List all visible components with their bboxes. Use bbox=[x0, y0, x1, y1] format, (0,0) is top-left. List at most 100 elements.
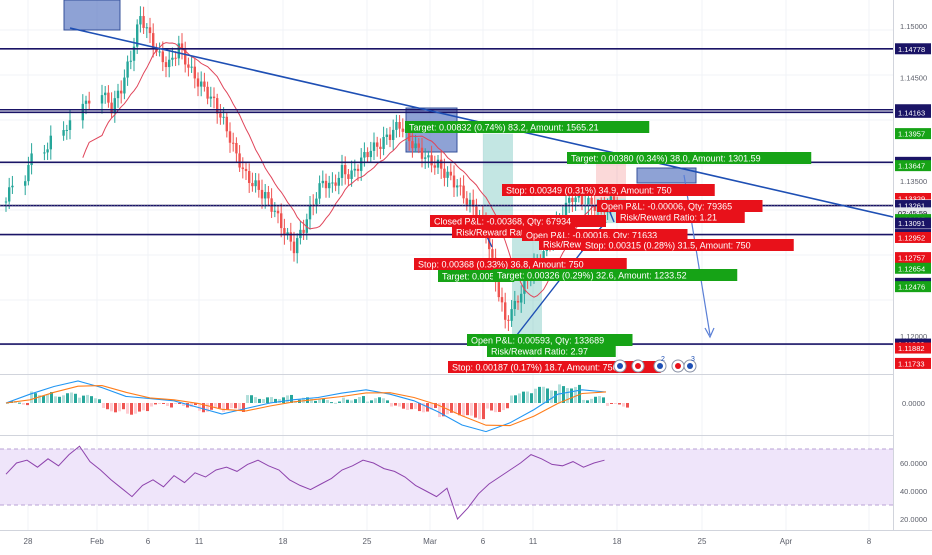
candle-body bbox=[286, 232, 289, 236]
macd-histogram-bar bbox=[446, 403, 449, 415]
macd-histogram-bar bbox=[18, 402, 21, 404]
rsi-band-fill bbox=[0, 449, 893, 505]
candle-body bbox=[411, 141, 414, 149]
macd-histogram-bar bbox=[602, 397, 605, 403]
macd-histogram-bar bbox=[510, 395, 513, 403]
macd-histogram-bar bbox=[542, 386, 545, 403]
candle-body bbox=[129, 60, 132, 62]
macd-histogram-bar bbox=[270, 397, 273, 403]
macd-histogram-bar bbox=[546, 388, 549, 403]
price-tag-bg bbox=[895, 281, 931, 293]
candle-body bbox=[292, 241, 296, 254]
candle-body bbox=[190, 66, 193, 68]
macd-histogram-bar bbox=[618, 403, 621, 405]
macd-histogram-bar bbox=[6, 403, 9, 404]
macd-histogram-bar bbox=[458, 403, 461, 416]
price-tag-bg bbox=[895, 357, 931, 369]
candle-body bbox=[30, 153, 33, 166]
macd-histogram-bar bbox=[406, 403, 409, 410]
macd-histogram-bar bbox=[374, 398, 377, 403]
time-tick-label: Apr bbox=[780, 537, 793, 546]
annotation-label: Closed P&L: -0.00368, Qty: 67934 bbox=[434, 217, 571, 227]
price-level-tag: 1.12952 bbox=[895, 231, 931, 243]
ma-line bbox=[82, 42, 618, 298]
event-badge bbox=[683, 359, 697, 373]
macd-histogram-bar bbox=[470, 403, 473, 416]
annotation-box: Stop: 0.00187 (0.17%) 18.7, Amount: 750 bbox=[448, 361, 661, 373]
macd-histogram-bar bbox=[158, 403, 161, 404]
macd-histogram-bar bbox=[238, 403, 241, 411]
time-axis[interactable]: 28 Feb 6 11 18 25 Mar 6 11 18 25 Apr 8 bbox=[0, 530, 932, 547]
time-tick-label: 6 bbox=[481, 537, 486, 546]
macd-histogram-bar bbox=[334, 402, 337, 404]
annotation-label: Stop: 0.00368 (0.33%) 36.8, Amount: 750 bbox=[418, 260, 584, 270]
macd-histogram-bar bbox=[42, 395, 45, 403]
macd-histogram-bar bbox=[62, 395, 65, 403]
price-tag-bg bbox=[895, 160, 931, 172]
macd-histogram-bar bbox=[338, 401, 341, 403]
candle-body bbox=[523, 278, 526, 294]
price-axis[interactable]: 1.150001.145001.135001.125001.120001.147… bbox=[894, 0, 932, 550]
price-tag-bg bbox=[895, 231, 931, 243]
macd-histogram-bar bbox=[490, 403, 493, 411]
candle-body bbox=[446, 171, 449, 178]
price-tick-label: 1.15000 bbox=[900, 22, 927, 31]
macd-histogram-bar bbox=[318, 398, 321, 403]
annotation-bg bbox=[487, 345, 616, 357]
candle-body bbox=[497, 282, 500, 298]
candle-body bbox=[107, 92, 110, 103]
moving-average bbox=[82, 42, 618, 298]
candle-body bbox=[468, 199, 472, 205]
event-badge bbox=[613, 359, 627, 373]
time-tick-label: 6 bbox=[146, 537, 151, 546]
blue-zone-box bbox=[63, 0, 121, 31]
macd-histogram-bar bbox=[66, 393, 69, 403]
candle-body bbox=[148, 27, 152, 34]
candle-body bbox=[324, 180, 328, 189]
candle-body bbox=[139, 16, 142, 25]
annotation-label: Stop: 0.00187 (0.17%) 18.7, Amount: 750 bbox=[452, 363, 618, 373]
candle-body bbox=[65, 129, 68, 131]
candle-body bbox=[449, 171, 452, 176]
macd-histogram-bar bbox=[606, 403, 609, 406]
annotation-box: Open P&L: 0.00593, Qty: 133689 bbox=[467, 334, 633, 346]
macd-histogram-bar bbox=[174, 403, 177, 404]
candle-body bbox=[158, 51, 161, 53]
candle-body bbox=[200, 81, 203, 87]
macd-histogram-bar bbox=[354, 399, 357, 403]
price-tag-label: 1.12757 bbox=[898, 254, 925, 263]
macd-histogram-bar bbox=[522, 391, 525, 403]
macd-histogram-bar bbox=[518, 393, 521, 403]
long-target-zone bbox=[512, 234, 542, 345]
macd-histogram-bar bbox=[70, 392, 73, 403]
flag-icon bbox=[617, 363, 623, 369]
macd-histogram-bar bbox=[370, 400, 373, 403]
annotation-bg bbox=[448, 361, 661, 373]
chart-grid bbox=[0, 0, 932, 530]
event-count: 2 bbox=[661, 356, 665, 363]
macd-histogram-bar bbox=[622, 403, 625, 407]
candle-body bbox=[100, 95, 104, 104]
macd-histogram-bar bbox=[218, 403, 221, 409]
annotation-box: Risk/Reward Ratio: 1.21 bbox=[616, 211, 745, 223]
price-tag-label: 1.12952 bbox=[898, 233, 925, 242]
candle-body bbox=[516, 300, 520, 303]
candle-body bbox=[171, 57, 174, 60]
candle-body bbox=[363, 152, 366, 158]
candle-body bbox=[228, 131, 232, 143]
macd-histogram-bar bbox=[550, 390, 553, 403]
candle-body bbox=[369, 150, 372, 158]
candle-body bbox=[491, 249, 494, 258]
macd-histogram-bar bbox=[378, 397, 381, 403]
rsi-tick-label: 20.0000 bbox=[900, 515, 927, 524]
candle-body bbox=[152, 33, 155, 49]
candle-body bbox=[43, 152, 46, 154]
macd-histogram-bar bbox=[118, 403, 121, 412]
annotation-label: Target: 0.00832 (0.74%) 83.2, Amount: 15… bbox=[409, 123, 599, 133]
annotation-label: Target: 0.00326 (0.29%) 32.6, Amount: 12… bbox=[497, 271, 687, 281]
event-badge bbox=[653, 359, 667, 373]
candle-body bbox=[177, 43, 180, 59]
